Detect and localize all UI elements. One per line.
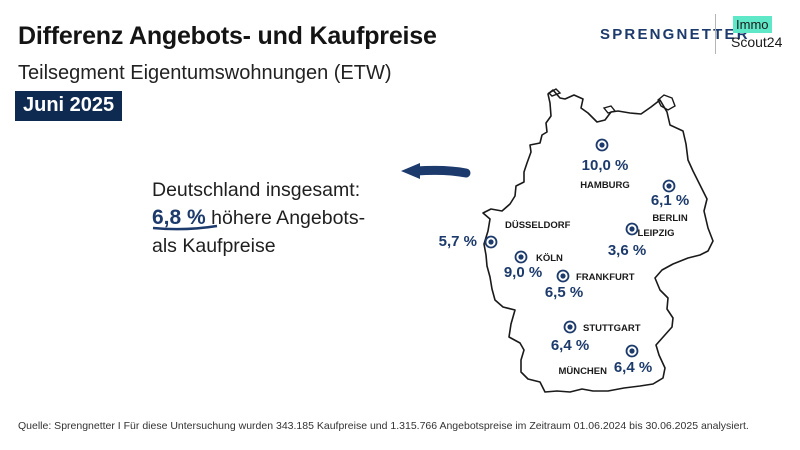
sprengnetter-logo: SPRENGNETTER <box>600 26 750 43</box>
island-outline <box>602 105 617 114</box>
city-name: BERLIN <box>652 213 688 224</box>
headline-line-2-rest: höhere Angebots- <box>211 207 366 229</box>
headline-line-1: Deutschland insgesamt: <box>152 179 361 201</box>
city-name: STUTTGART <box>583 323 641 334</box>
immo-logo: Immo <box>733 16 772 33</box>
city-name: KÖLN <box>536 253 563 264</box>
city-name: HAMBURG <box>580 180 630 191</box>
city-berlin: 6,1 % BERLIN <box>651 179 689 224</box>
page-title: Differenz Angebots- und Kaufpreise <box>18 22 437 50</box>
arrow-left-icon <box>401 163 471 179</box>
city-name: LEIPZIG <box>638 228 675 239</box>
city-value: 6,4 % <box>551 337 589 354</box>
date-badge: Juni 2025 <box>15 91 123 121</box>
headline-line-2: 6,8 % höhere Angebots- <box>152 204 365 232</box>
city-hamburg: 10,0 % HAMBURG <box>580 138 630 191</box>
city-frankfurt: 6,5 %FRANKFURT <box>545 269 635 301</box>
city-leipzig: 3,6 % LEIPZIG <box>608 222 675 259</box>
headline-underline <box>152 224 218 231</box>
city-value: 10,0 % <box>582 157 629 174</box>
city-marker-dot <box>488 239 494 245</box>
city-value: 6,5 % <box>545 284 583 301</box>
city-name: FRANKFURT <box>576 272 635 283</box>
city-dusseldorf: 5,7 % DÜSSELDORF <box>439 220 571 250</box>
city-value: 6,4 % <box>614 359 652 376</box>
island-outline <box>657 94 676 111</box>
island-outline <box>547 88 562 97</box>
city-marker-dot <box>666 183 672 189</box>
headline-value: 6,8 % <box>152 206 206 229</box>
headline-text: Deutschland insgesamt: 6,8 % höhere Ange… <box>152 176 365 260</box>
cities-layer: 10,0 % HAMBURG 6,1 % BERLIN 3,6 % LEIPZIG 5,7 … <box>439 138 689 377</box>
city-marker-dot <box>567 324 573 330</box>
germany-outline <box>482 89 714 393</box>
city-value: 9,0 % <box>504 264 542 281</box>
logo-divider <box>715 14 716 54</box>
city-marker-dot <box>629 348 635 354</box>
city-stuttgart: 6,4 % STUTTGART <box>551 320 641 354</box>
city-value: 5,7 % <box>439 233 477 250</box>
city-marker-dot <box>599 142 605 148</box>
city-koln: 9,0 %KÖLN <box>504 250 563 281</box>
scout24-logo: Scout24 <box>731 34 783 50</box>
page-subtitle: Teilsegment Eigentumswohnungen (ETW) <box>18 62 392 84</box>
city-value: 3,6 % <box>608 242 646 259</box>
city-marker-dot <box>518 254 524 260</box>
city-value: 6,1 % <box>651 192 689 209</box>
city-munchen: 6,4 % MÜNCHEN <box>558 344 652 377</box>
city-name: DÜSSELDORF <box>505 220 571 231</box>
city-name: MÜNCHEN <box>558 366 607 377</box>
city-marker-dot <box>560 273 566 279</box>
source-note: Quelle: Sprengnetter I Für diese Untersu… <box>18 420 749 432</box>
city-marker-dot <box>629 226 635 232</box>
headline-line-3: als Kaufpreise <box>152 235 276 257</box>
